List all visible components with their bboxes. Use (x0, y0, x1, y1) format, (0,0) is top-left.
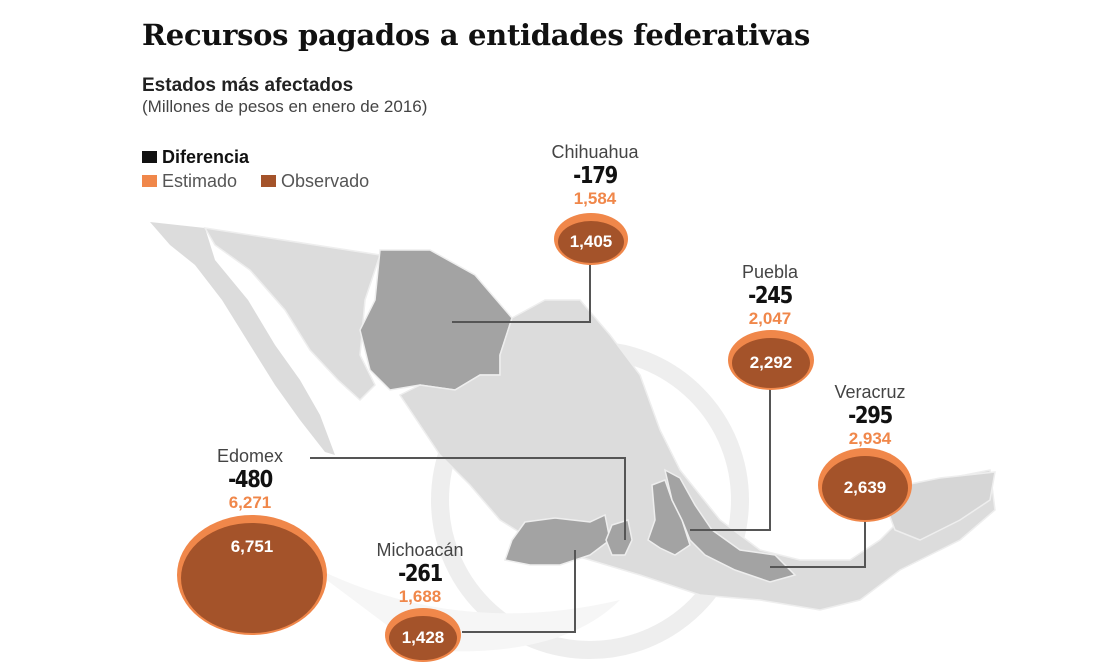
estimated-value: 2,934 (848, 429, 892, 448)
map-baja-california (150, 222, 335, 455)
leader-line-michoacan (462, 550, 576, 633)
legend-item-difference: Diferencia (142, 145, 369, 169)
bubble-chihuahua: 1,405 (554, 213, 628, 265)
observed-value: 2,292 (749, 353, 793, 372)
difference-value: -245 (748, 283, 793, 309)
map-veracruz (663, 468, 797, 583)
difference-value: -261 (398, 561, 443, 587)
difference-value: -295 (848, 403, 893, 429)
difference-value: -480 (228, 467, 273, 493)
map-chihuahua (359, 249, 513, 391)
legend: Diferencia Estimado Observado (142, 145, 369, 193)
leader-line-veracruz (770, 520, 866, 568)
bubble-veracruz: 2,639 (818, 448, 912, 522)
observed-value: 1,405 (569, 232, 613, 251)
bubble-edomex: 6,751 (177, 515, 327, 635)
difference-value: -179 (573, 163, 618, 189)
estimated-value: 1,688 (398, 587, 442, 606)
bubble-michoacan: 1,428 (385, 608, 461, 662)
state-label-veracruz: Veracruz -295 2,934 (805, 382, 935, 449)
estimated-value: 2,047 (748, 309, 792, 328)
chart-title: Recursos pagados a entidades federativas (142, 18, 810, 52)
map-michoacan (504, 513, 611, 566)
observed-swatch-icon (261, 175, 277, 187)
map-sonora (203, 227, 381, 402)
observed-value: 2,639 (843, 478, 887, 497)
chart-subtitle: Estados más afectados (142, 75, 354, 96)
state-label-edomex: Edomex -480 6,271 (190, 446, 310, 513)
state-label-chihuahua: Chihuahua -179 1,584 (530, 142, 660, 209)
leader-line-chihuahua (452, 262, 591, 323)
legend-item-estimated: Estimado (162, 170, 238, 191)
observed-value: 6,751 (230, 537, 274, 556)
units-note: (Millones de pesos en enero de 2016) (142, 97, 428, 116)
estimated-swatch-icon (142, 175, 157, 187)
map-puebla (647, 479, 691, 556)
leader-lines (310, 262, 866, 633)
state-label-michoacan: Michoacán -261 1,688 (355, 540, 485, 607)
state-label-puebla: Puebla -245 2,047 (710, 262, 830, 329)
legend-item-observed: Observado (261, 171, 369, 192)
estimated-value: 6,271 (228, 493, 272, 512)
bubble-puebla: 2,292 (728, 330, 814, 390)
observed-value: 1,428 (401, 628, 445, 647)
leader-line-edomex (310, 457, 626, 540)
leader-line-puebla (690, 388, 771, 531)
difference-swatch-icon (142, 151, 157, 163)
estimated-value: 1,584 (573, 189, 617, 208)
